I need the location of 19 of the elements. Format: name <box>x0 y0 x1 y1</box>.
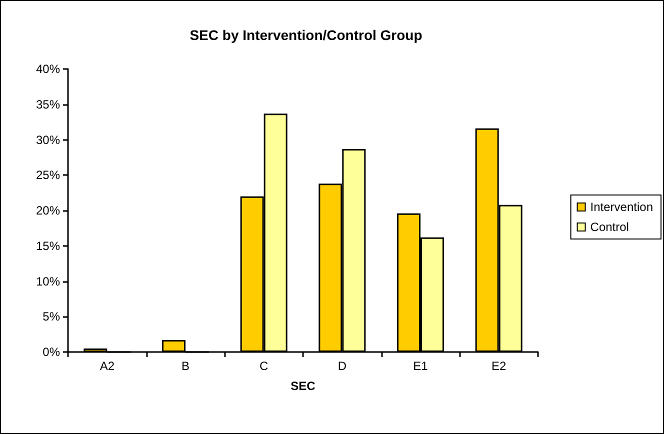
x-tick-label: B <box>181 359 190 373</box>
x-axis-title: SEC <box>290 379 316 393</box>
y-tick-label: 40% <box>36 62 60 76</box>
x-tick-label: C <box>259 359 268 373</box>
y-tick-label: 20% <box>36 204 60 218</box>
x-tick-label: E1 <box>413 359 428 373</box>
y-tick-label: 5% <box>42 310 60 324</box>
y-tick-label: 25% <box>36 168 60 182</box>
y-tick-label: 35% <box>36 97 60 112</box>
y-tick-label: 10% <box>36 274 60 288</box>
legend-label: Control <box>590 220 629 234</box>
y-tick-label: 15% <box>36 238 60 253</box>
y-tick-label: 30% <box>36 132 60 147</box>
y-tick-label: 0% <box>42 345 60 359</box>
x-tick-label: E2 <box>491 359 506 373</box>
x-tick-label: D <box>338 359 347 373</box>
x-tick-label: A2 <box>100 359 115 373</box>
chart-title: SEC by Intervention/Control Group <box>190 27 422 43</box>
legend-label: Intervention <box>590 200 654 214</box>
